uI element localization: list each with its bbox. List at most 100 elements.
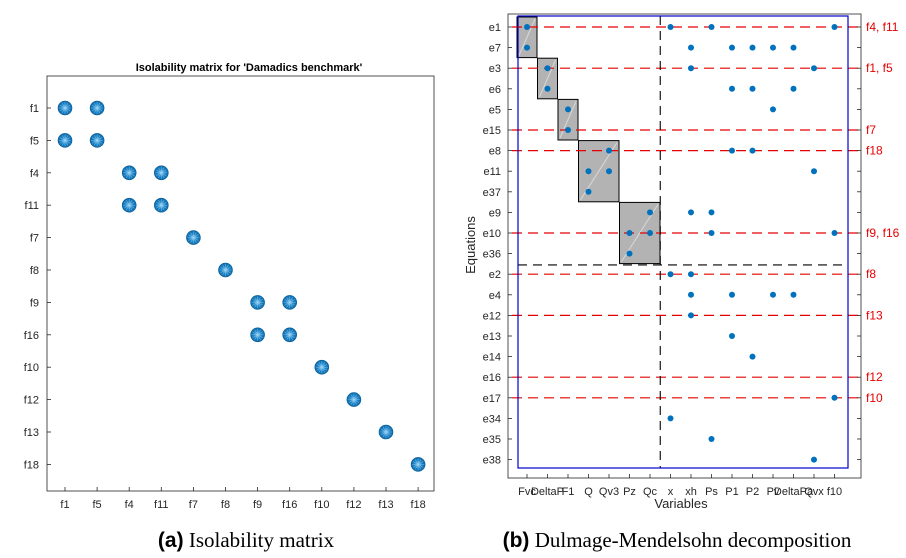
dm-block xyxy=(516,16,538,59)
dm-point xyxy=(647,209,653,216)
dm-y-tick-label: e34 xyxy=(483,413,501,425)
isolability-point-ray xyxy=(155,169,167,177)
isolability-point xyxy=(346,392,362,407)
dm-x-tick-label: Qv3 xyxy=(599,486,619,498)
dm-y-tick-label: e14 xyxy=(483,352,501,364)
dm-point xyxy=(544,65,551,72)
isolability-x-tick-label: f4 xyxy=(125,499,134,511)
isolability-point xyxy=(410,457,426,472)
isolability-point-ray xyxy=(59,104,71,112)
caption-b-text: Dulmage-Mendelsohn decomposition xyxy=(529,528,851,552)
isolability-point xyxy=(57,133,73,148)
dm-x-tick-label: Qc xyxy=(643,486,658,498)
dm-x-tick-label: Q xyxy=(584,486,593,498)
dm-point xyxy=(811,456,817,463)
dm-block xyxy=(578,140,620,203)
dm-y-tick-label: e37 xyxy=(483,187,501,199)
dm-point xyxy=(708,436,715,442)
dm-point xyxy=(708,24,715,30)
isolability-point xyxy=(89,133,105,148)
dm-block-diagonal xyxy=(539,59,556,98)
dm-point xyxy=(749,85,756,92)
dm-point xyxy=(729,291,735,298)
isolability-point xyxy=(57,100,73,116)
dm-x-tick-label: x xyxy=(668,486,674,498)
dm-fault-label: f12 xyxy=(866,370,883,384)
dm-point xyxy=(647,230,653,236)
isolability-point xyxy=(250,327,265,343)
dm-fault-label: f8 xyxy=(866,267,876,281)
isolability-point-ray xyxy=(284,331,296,339)
isolability-y-tick-label: f7 xyxy=(30,233,39,245)
isolability-point-ray xyxy=(91,104,103,112)
dm-y-axis-label: Equations xyxy=(463,216,478,274)
dm-y-tick-label: e8 xyxy=(489,146,501,158)
dm-point xyxy=(667,271,674,278)
dm-point xyxy=(585,168,592,175)
dm-point xyxy=(749,44,756,51)
isolability-point-ray xyxy=(123,169,135,177)
dm-point xyxy=(729,333,735,339)
isolability-point-ray xyxy=(252,299,263,306)
dm-y-tick-label: e17 xyxy=(483,393,501,405)
isolability-y-tick-label: f9 xyxy=(30,297,39,309)
dm-point xyxy=(565,106,571,113)
dm-point xyxy=(770,44,776,51)
dm-y-tick-label: e2 xyxy=(489,269,501,281)
dm-x-tick-label: Fvc xyxy=(518,486,536,498)
dm-x-tick-label: Ps xyxy=(705,486,718,498)
isolability-point-ray xyxy=(316,363,328,371)
isolability-point-ray xyxy=(348,396,360,403)
isolability-point xyxy=(282,327,298,343)
isolability-y-tick-label: f13 xyxy=(24,427,39,439)
isolability-x-tick-label: f16 xyxy=(282,499,297,511)
dm-point xyxy=(626,230,633,236)
dm-point xyxy=(524,44,530,51)
dm-fault-label: f18 xyxy=(866,144,883,158)
isolability-x-tick-label: f18 xyxy=(410,499,425,511)
dm-y-tick-label: e12 xyxy=(483,310,501,322)
dm-y-tick-label: e16 xyxy=(483,372,501,384)
caption-a: (a) Isolability matrix xyxy=(158,528,335,552)
dm-y-tick-label: e4 xyxy=(489,290,501,302)
dm-fault-label: f9, f16 xyxy=(866,226,900,240)
dm-fault-label: f10 xyxy=(866,391,883,405)
dm-point xyxy=(688,209,694,216)
isolability-y-tick-label: f5 xyxy=(30,135,39,147)
isolability-point xyxy=(121,197,137,213)
isolability-y-tick-label: f11 xyxy=(25,200,39,212)
isolability-point xyxy=(154,165,169,181)
dm-point xyxy=(667,415,674,422)
isolability-x-tick-label: f13 xyxy=(378,499,393,511)
isolability-point xyxy=(154,197,169,213)
isolability-point-ray xyxy=(252,331,263,339)
dm-point xyxy=(729,147,735,154)
isolability-y-tick-label: f1 xyxy=(30,103,39,115)
dm-x-tick-label: F1 xyxy=(562,486,575,498)
dm-x-tick-label: P2 xyxy=(746,486,759,498)
dm-plot-background xyxy=(507,13,862,479)
dm-points xyxy=(524,24,838,463)
dm-point xyxy=(688,44,694,51)
dm-point xyxy=(790,85,797,92)
dm-block xyxy=(537,57,558,100)
dm-blue-frame xyxy=(517,15,849,469)
dm-point xyxy=(606,168,612,175)
isolability-point-ray xyxy=(412,461,424,468)
isolability-point xyxy=(218,262,233,278)
dm-y-ticks: e1 e7 e3 e6 e5 e15 e8 e11 e37 e9 e10 e36 e2 e4 e12 e13 e… xyxy=(483,22,861,467)
dm-y-tick-label: e7 xyxy=(489,43,501,55)
isolability-point-ray xyxy=(220,266,231,274)
isolability-point-ray xyxy=(91,137,103,144)
dm-point xyxy=(708,230,715,236)
isolability-point xyxy=(282,295,298,310)
dm-y-tick-label: e1 xyxy=(489,22,501,34)
dm-point xyxy=(708,209,715,216)
dm-point xyxy=(729,44,735,51)
dm-point xyxy=(790,291,797,298)
dm-point xyxy=(811,65,817,72)
dm-y-tick-label: e11 xyxy=(483,166,501,178)
dm-point xyxy=(688,65,694,72)
isolability-point xyxy=(121,165,137,181)
isolability-point-ray xyxy=(284,299,296,306)
